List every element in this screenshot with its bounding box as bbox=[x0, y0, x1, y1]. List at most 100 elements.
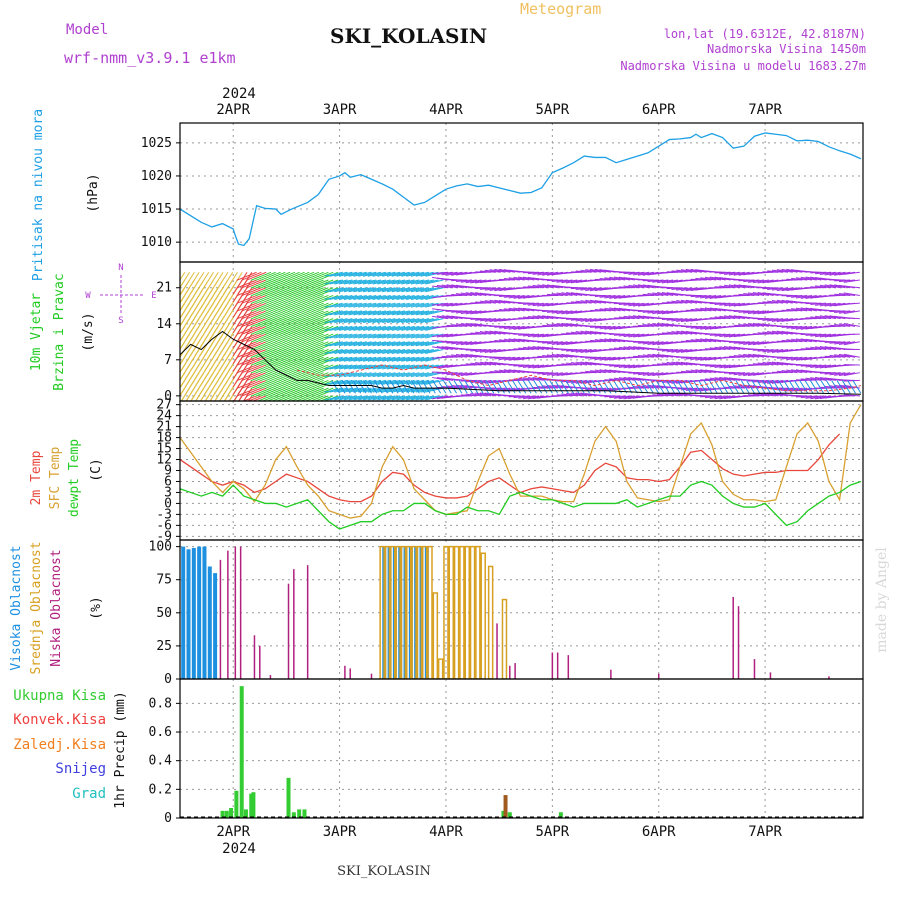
precip-legend-hail: Grad bbox=[72, 786, 106, 802]
wind-barb bbox=[309, 395, 324, 401]
wind-barb bbox=[728, 385, 745, 389]
wind-barb bbox=[791, 277, 808, 281]
wind-barb bbox=[334, 279, 353, 285]
wind-barb bbox=[589, 318, 607, 323]
wind-barb-low bbox=[767, 380, 777, 394]
wind-barb bbox=[329, 364, 348, 370]
wind-barb bbox=[410, 395, 430, 401]
wind-barb-low bbox=[416, 380, 426, 394]
wind-barb bbox=[546, 324, 564, 327]
wind-barb bbox=[382, 372, 401, 378]
wind-barb bbox=[298, 302, 320, 312]
wind-barb bbox=[255, 294, 276, 304]
wind-barb bbox=[308, 333, 329, 343]
wind-barb bbox=[566, 310, 583, 315]
wind-barb bbox=[303, 318, 324, 328]
wind-barb bbox=[733, 385, 750, 389]
wind-barb bbox=[594, 268, 611, 273]
wind-barb bbox=[561, 341, 578, 346]
wind-barb bbox=[652, 310, 669, 315]
wind-barb bbox=[329, 325, 348, 331]
wind-barb bbox=[382, 310, 401, 316]
wind-barb-low bbox=[634, 380, 644, 394]
wind-barb bbox=[556, 310, 573, 315]
wind-barb bbox=[250, 287, 272, 297]
wind-barb bbox=[585, 356, 602, 359]
wind-barb bbox=[339, 356, 358, 362]
wind-barb bbox=[265, 294, 286, 304]
wind-barb bbox=[334, 318, 353, 324]
wind-barb bbox=[815, 271, 832, 275]
wind-barb bbox=[589, 268, 607, 273]
wind-barb bbox=[800, 325, 817, 330]
wind-barb bbox=[358, 387, 377, 393]
wind-barb bbox=[247, 395, 262, 401]
wind-barb bbox=[676, 349, 693, 354]
cloud-high-bar bbox=[197, 546, 202, 679]
wind-barb bbox=[819, 372, 836, 374]
wind-barb bbox=[293, 379, 315, 389]
wind-barb bbox=[334, 341, 353, 347]
y-tick-label: 0.6 bbox=[149, 725, 172, 740]
wind-barb-low bbox=[809, 380, 819, 394]
wind-barb bbox=[245, 302, 267, 312]
wind-barb bbox=[293, 356, 315, 366]
wind-barb bbox=[685, 325, 702, 328]
wind-barb-low bbox=[442, 380, 452, 394]
wind-barb bbox=[256, 395, 272, 401]
wind-barb bbox=[358, 310, 377, 316]
wind-barb bbox=[377, 341, 396, 347]
wind-barb-low bbox=[671, 380, 681, 394]
wind-barb bbox=[382, 302, 401, 308]
wind-barb bbox=[479, 349, 497, 353]
wind-barb bbox=[362, 287, 382, 293]
wind-barb-low bbox=[762, 380, 771, 394]
wind-barb bbox=[508, 356, 525, 361]
temp-2m-line bbox=[180, 433, 841, 503]
wind-barb bbox=[269, 341, 291, 351]
wind-barb-low bbox=[341, 380, 351, 394]
wind-barb-low bbox=[357, 380, 367, 394]
wind-barb bbox=[237, 372, 253, 395]
wind-barb bbox=[709, 364, 726, 368]
wind-barb-low bbox=[676, 380, 686, 394]
wind-barb bbox=[695, 338, 712, 343]
wind-barb bbox=[484, 330, 501, 335]
wind-barb bbox=[523, 286, 540, 289]
wind-barb bbox=[358, 294, 377, 300]
wind-barb bbox=[580, 269, 597, 273]
cloud-high-bar bbox=[213, 573, 218, 679]
panel-body bbox=[180, 132, 862, 247]
wind-barb bbox=[685, 299, 702, 304]
wind-barb bbox=[415, 287, 434, 293]
precip-total-bar bbox=[297, 809, 302, 818]
wind-barb bbox=[522, 276, 540, 281]
wind-barb bbox=[642, 324, 659, 327]
wind-barb bbox=[406, 395, 425, 401]
wind-barb bbox=[451, 384, 468, 389]
wind-barb bbox=[362, 349, 382, 355]
wind-barb bbox=[324, 279, 343, 285]
wind-barb bbox=[265, 279, 286, 289]
wind-barb bbox=[255, 287, 276, 297]
wind-barb bbox=[503, 338, 520, 343]
wind-barb bbox=[743, 279, 760, 283]
wind-barb bbox=[470, 349, 487, 352]
wind-barb bbox=[279, 302, 300, 312]
wind-barb bbox=[260, 333, 281, 343]
wind-barb bbox=[289, 372, 310, 382]
wind-barb bbox=[795, 325, 813, 330]
wind-barb bbox=[714, 286, 731, 289]
wind-barb bbox=[289, 387, 310, 397]
wind-barb bbox=[824, 271, 841, 276]
wind-barb bbox=[661, 379, 678, 384]
wind-barb bbox=[250, 279, 272, 289]
wind-barb bbox=[353, 271, 372, 277]
wind-barb bbox=[334, 294, 353, 300]
wind-barb bbox=[661, 349, 678, 352]
wind-barb bbox=[293, 302, 315, 312]
wind-barb-low bbox=[448, 380, 458, 394]
wind-barb bbox=[537, 372, 554, 375]
wind-barb bbox=[681, 356, 698, 359]
wind-barb bbox=[628, 333, 645, 338]
